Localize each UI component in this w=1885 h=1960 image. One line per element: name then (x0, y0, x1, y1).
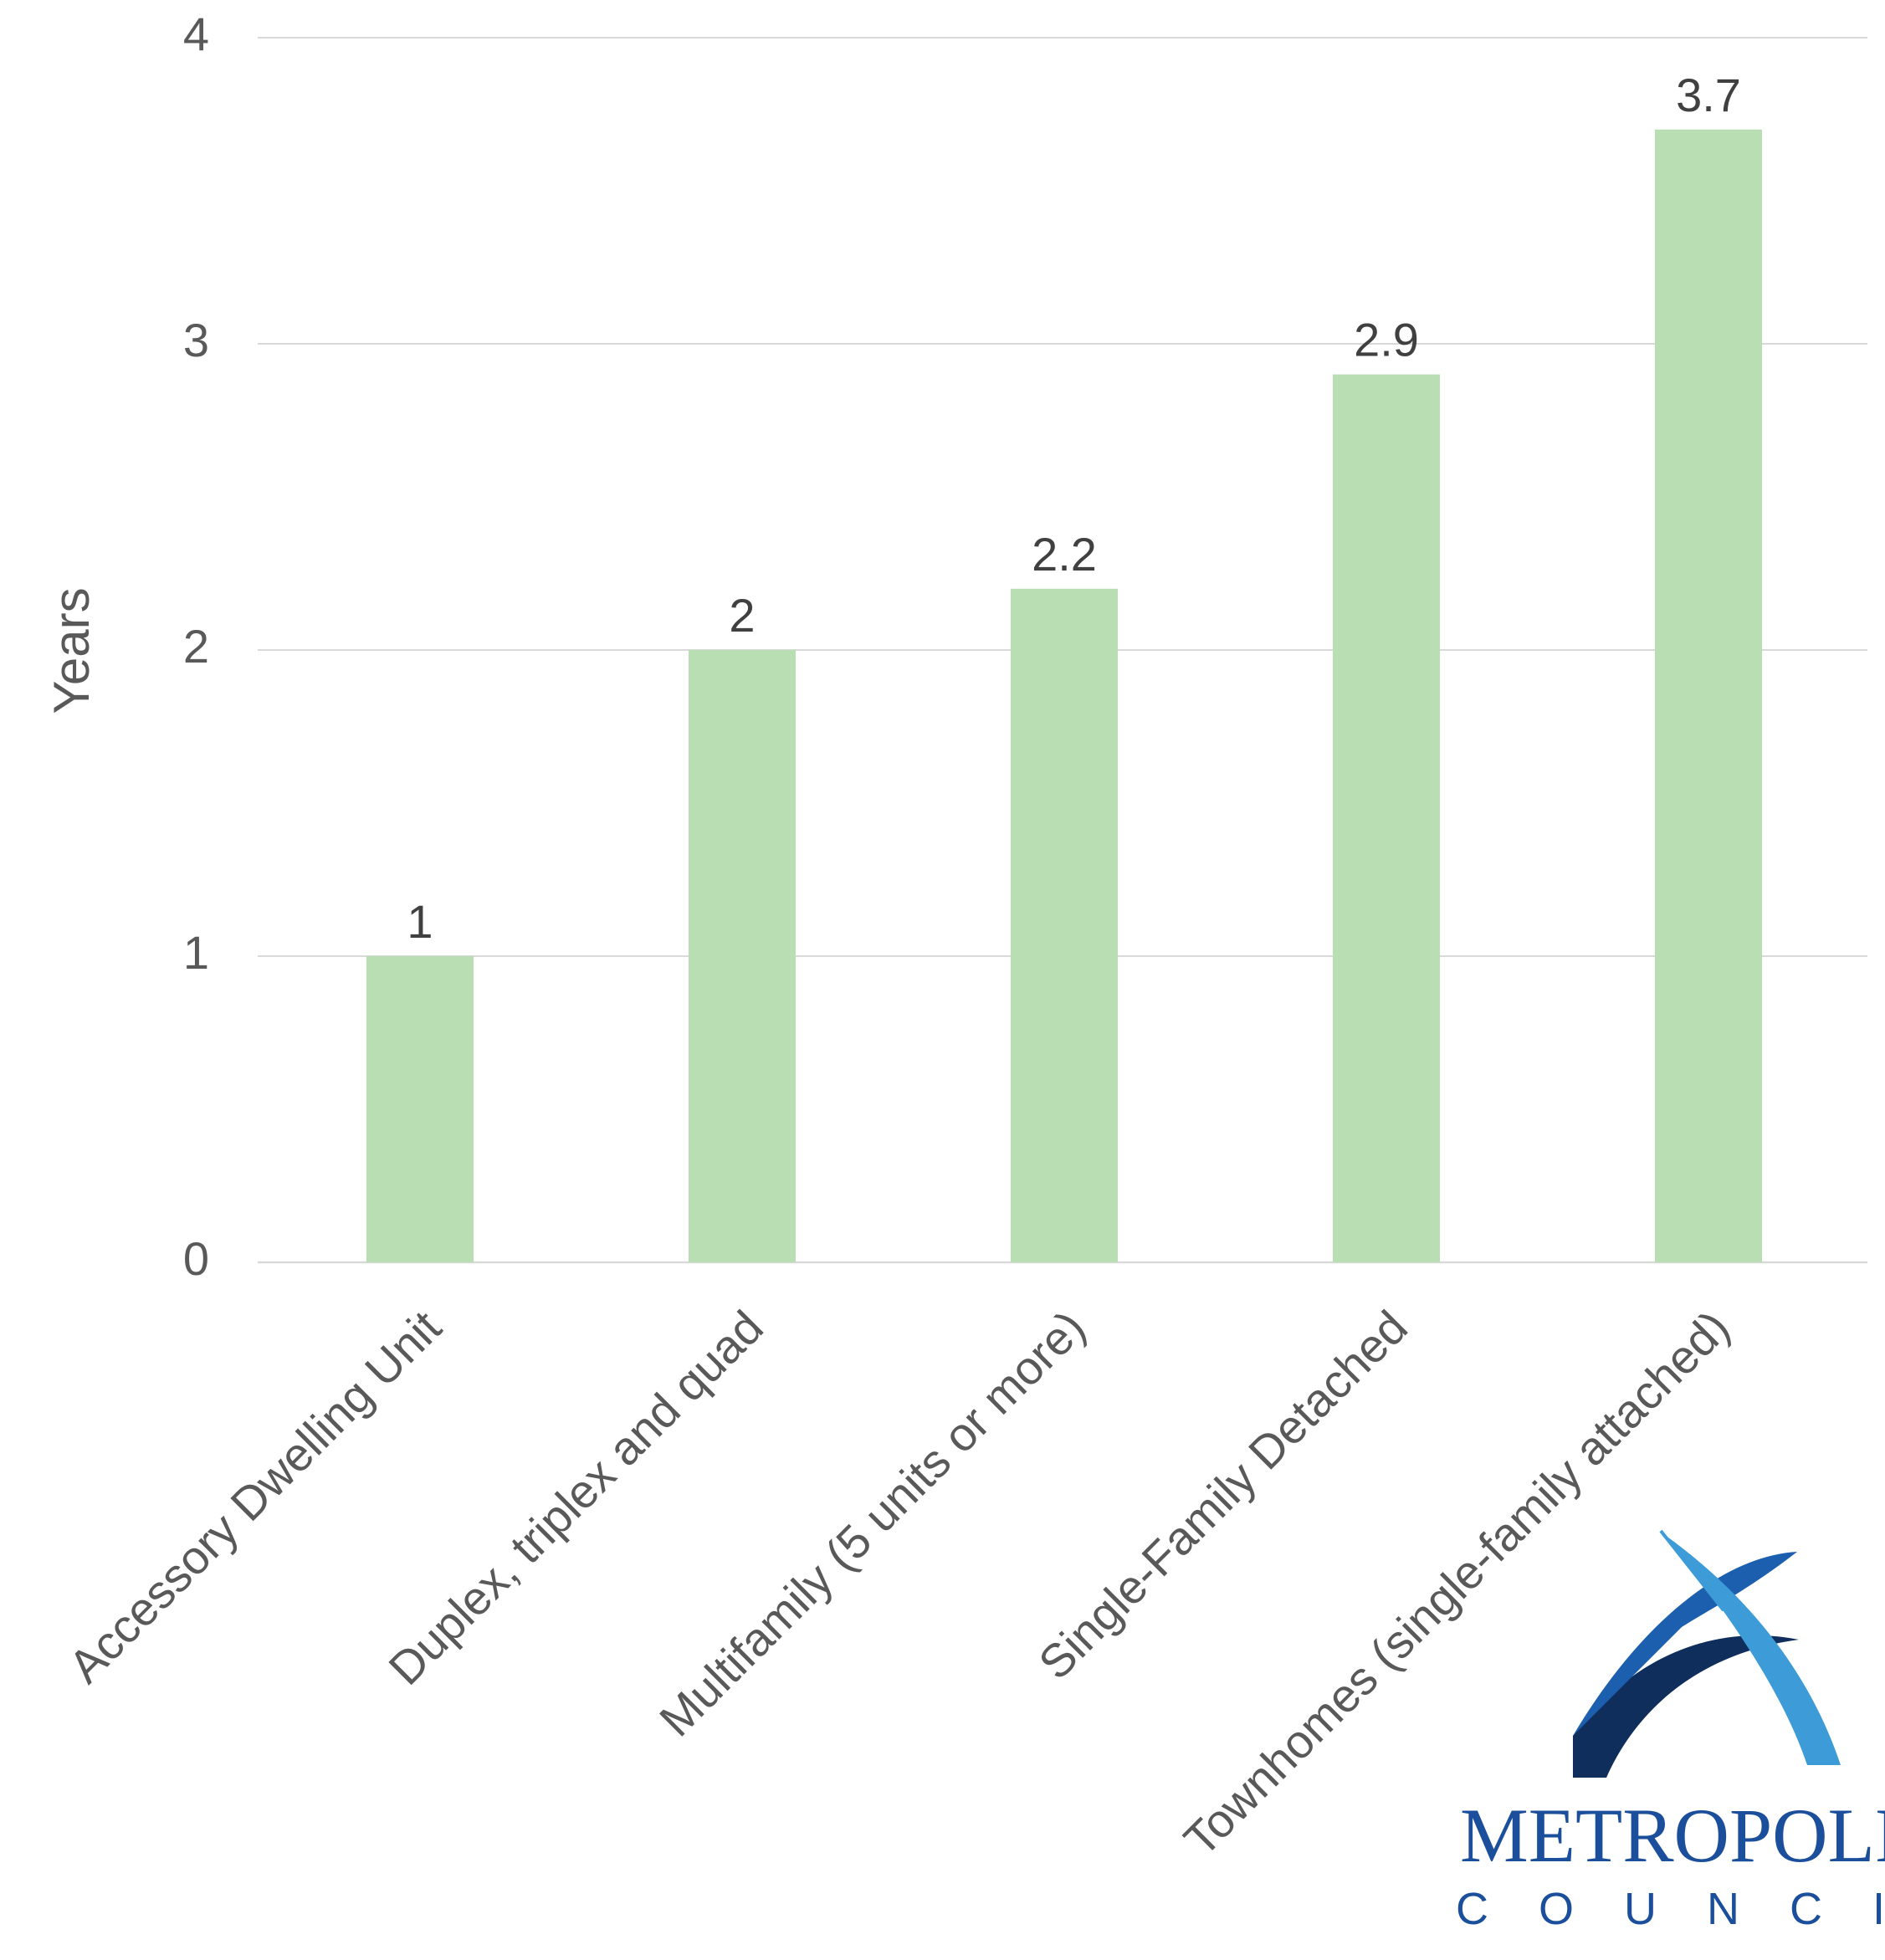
category-label: Accessory Dwelling Unit (59, 1300, 452, 1693)
bar (366, 956, 474, 1262)
bar (1655, 129, 1762, 1262)
data-label: 2.9 (1354, 314, 1419, 366)
y-axis-title: Years (44, 587, 100, 714)
metropolitan-council-logo: METROPOLITAN COUNCIL (1456, 1529, 1885, 1934)
data-labels: 1 2 2.2 2.9 3.7 (407, 69, 1741, 948)
data-label: 3.7 (1676, 69, 1741, 121)
y-tick-label: 2 (183, 620, 209, 673)
logo-streak (1659, 1529, 1725, 1612)
category-label: Townhomes (single-family attached) (1174, 1300, 1739, 1865)
bar (689, 650, 796, 1262)
category-label: Duplex, triplex and quad (378, 1300, 773, 1695)
y-tick-label: 4 (183, 8, 209, 60)
bar (1333, 374, 1440, 1263)
category-label: Single-Family Detached (1028, 1300, 1417, 1689)
data-label: 1 (407, 895, 433, 948)
logo-swoosh-light (1665, 1535, 1841, 1765)
logo-sub: COUNCIL (1456, 1884, 1885, 1934)
data-label: 2.2 (1032, 528, 1097, 581)
y-tick-label: 3 (183, 314, 209, 366)
logo-word: METROPOLITAN (1460, 1793, 1885, 1878)
logo-swoosh-dark (1573, 1635, 1799, 1778)
bars (366, 129, 1762, 1263)
y-tick-labels: 0 1 2 3 4 (183, 8, 209, 1285)
data-label: 2 (729, 589, 755, 642)
y-tick-label: 1 (183, 926, 209, 979)
bar (1011, 588, 1118, 1262)
y-tick-label: 0 (183, 1232, 209, 1285)
